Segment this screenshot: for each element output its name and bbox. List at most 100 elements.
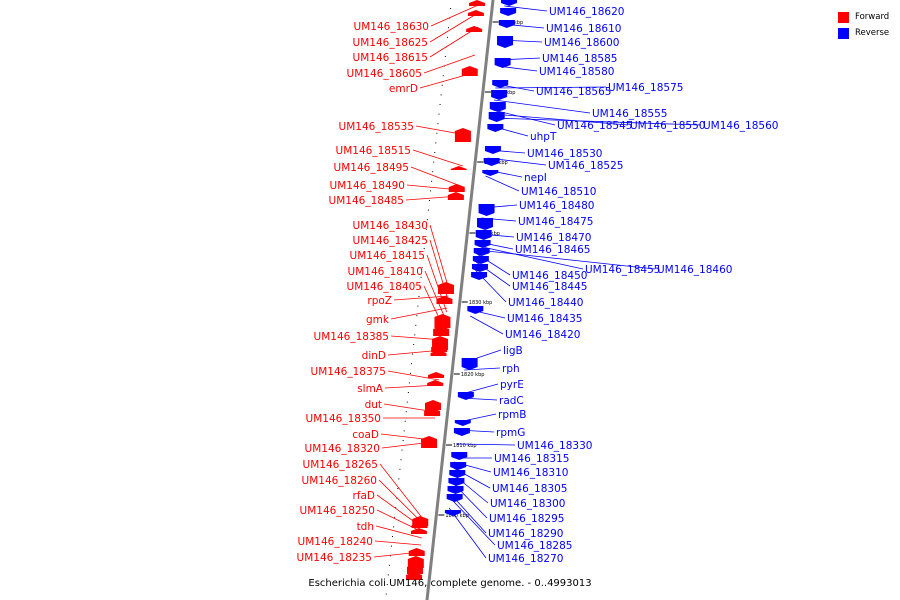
reverse-gene-arrow [474, 240, 491, 248]
forward-gene-arrow [411, 522, 428, 528]
scale-tick [400, 459, 402, 461]
scale-tick [424, 238, 426, 240]
reverse-gene-arrow [494, 58, 511, 68]
forward-gene-arrow [434, 314, 451, 328]
forward-gene-arrow [408, 548, 425, 556]
scale-tick [408, 382, 410, 384]
reverse-gene-label: UM146_18290 [488, 528, 563, 540]
scale-tick [386, 584, 388, 585]
reverse-gene-label: UM146_18435 [507, 313, 582, 325]
forward-gene-arrow [430, 350, 447, 356]
genome-backbone [425, 0, 495, 600]
reverse-gene-label: radC [499, 395, 524, 407]
forward-gene-arrow [424, 408, 441, 416]
forward-gene-label: UM146_18375 [311, 366, 386, 378]
forward-leader-line [379, 463, 425, 521]
reverse-gene-arrow [488, 112, 505, 122]
forward-gene-arrow [428, 372, 445, 378]
forward-gene-arrow [469, 0, 485, 6]
reverse-gene-label: UM146_18310 [493, 467, 568, 479]
reverse-gene-label: UM146_18555 [592, 108, 667, 120]
reverse-gene-label: UM146_18620 [549, 6, 624, 18]
reverse-gene-label: UM146_18440 [508, 297, 583, 309]
scale-tick [426, 219, 428, 221]
reverse-gene-arrow [483, 158, 500, 166]
reverse-gene-label: rpmB [498, 409, 526, 421]
reverse-gene-label: UM146_18530 [527, 148, 602, 160]
forward-gene-label: UM146_18625 [353, 37, 428, 49]
forward-gene-label: UM146_18630 [354, 21, 429, 33]
reverse-gene-arrow [446, 494, 463, 502]
scale-tick [413, 344, 415, 345]
scale-tick [448, 27, 450, 29]
forward-leader-line [375, 525, 422, 539]
scale-tick [421, 267, 423, 269]
forward-swatch [838, 11, 849, 23]
reverse-leader-line [456, 443, 516, 446]
forward-gene-label: coaD [352, 429, 379, 441]
scale-tick [430, 190, 432, 192]
scale-tick [427, 209, 429, 211]
forward-gene-label: UM146_18430 [353, 220, 428, 232]
forward-leader-line [393, 295, 449, 301]
reverse-leader-line [477, 245, 584, 270]
scale-tick [415, 324, 417, 326]
forward-gene-label: slmA [357, 383, 384, 395]
forward-gene-label: UM146_18250 [300, 505, 375, 517]
reverse-gene-arrow [448, 478, 465, 486]
reverse-gene-arrow [500, 8, 517, 16]
scale-tick [423, 248, 425, 249]
forward-gene-arrow [431, 344, 448, 352]
reverse-gene-label: UM146_18550 [630, 120, 705, 132]
forward-leader-line [429, 224, 450, 291]
scale-tick [405, 411, 407, 413]
forward-leader-line [376, 509, 423, 533]
forward-gene-label: UM146_18605 [347, 68, 422, 80]
reverse-gene-label: UM146_18480 [519, 200, 594, 212]
forward-gene-label: tdh [357, 521, 374, 533]
legend: Forward Reverse [838, 9, 889, 41]
scale-tick [432, 171, 434, 173]
reverse-gene-arrow [454, 420, 471, 426]
reverse-gene-label: UM146_18315 [494, 453, 569, 465]
reverse-gene-arrow [487, 124, 504, 132]
reverse-gene-arrow [492, 80, 509, 88]
scale-tick [407, 392, 409, 393]
reverse-gene-arrow [461, 358, 478, 370]
reverse-gene-label: UM146_18455 [585, 264, 660, 276]
forward-gene-label: dinD [362, 350, 386, 362]
scale-tick [433, 161, 435, 163]
reverse-gene-label: UM146_18565 [536, 86, 611, 98]
reverse-gene-arrow [447, 486, 464, 494]
legend-item-forward: Forward [838, 9, 889, 25]
forward-gene-arrow [425, 400, 441, 410]
reverse-leader-line [504, 5, 548, 12]
scale-tick [441, 84, 443, 86]
scale-tick [397, 488, 399, 489]
scale-tick [394, 516, 396, 518]
scale-mark-label: 1810 kbp [453, 443, 477, 449]
forward-gene-label: UM146_18385 [314, 331, 389, 343]
reverse-gene-label: uhpT [530, 131, 557, 143]
forward-leader-line [378, 479, 424, 525]
scale-tick [437, 123, 439, 125]
reverse-gene-arrow [498, 20, 515, 28]
reverse-gene-label: UM146_18420 [505, 329, 580, 341]
forward-gene-label: UM146_18425 [353, 235, 428, 247]
reverse-gene-arrow [472, 256, 489, 264]
scale-tick [434, 152, 436, 153]
scale-tick [442, 75, 444, 77]
legend-forward-label: Forward [855, 12, 890, 22]
scale-tick [418, 296, 420, 297]
forward-gene-arrow [406, 564, 423, 574]
reverse-gene-arrow [444, 510, 461, 516]
forward-gene-arrow [407, 556, 424, 568]
forward-gene-arrow [448, 184, 465, 192]
scale-tick [399, 468, 401, 470]
forward-gene-arrow [406, 572, 423, 580]
reverse-gene-arrow [450, 462, 467, 470]
scale-tick [385, 593, 387, 595]
forward-leader-line [430, 3, 481, 27]
reverse-gene-label: UM146_18295 [489, 513, 564, 525]
